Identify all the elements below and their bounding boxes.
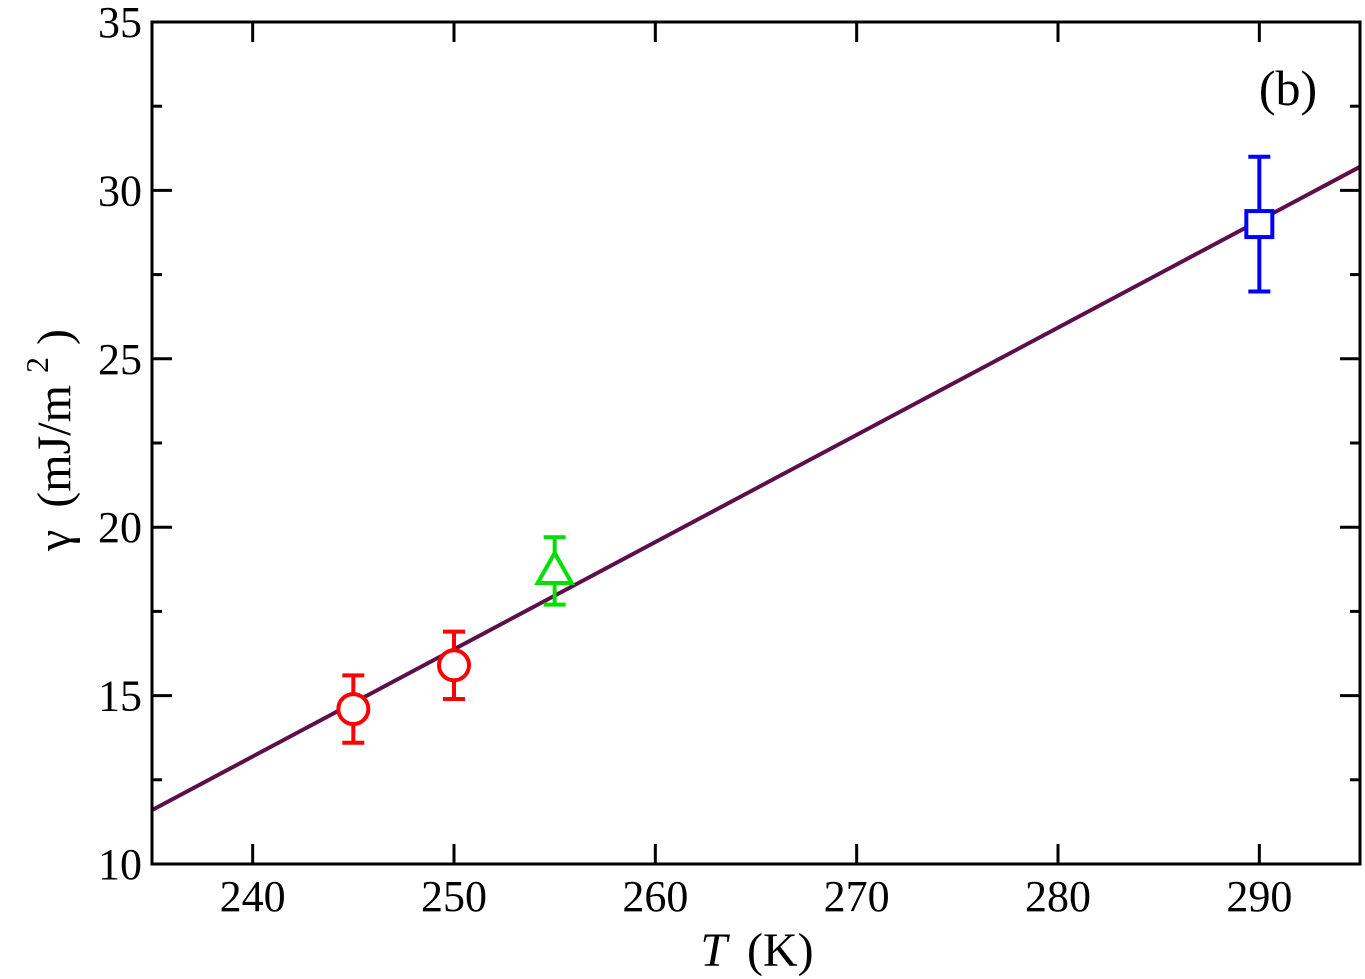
x-axis-title-symbol: T	[700, 924, 730, 977]
y-tick-label: 25	[98, 335, 142, 384]
y-tick-label: 35	[98, 0, 142, 47]
plot-area	[151, 154, 1361, 812]
y-axis-title-close: )	[28, 329, 81, 345]
plot-frame	[150, 20, 1362, 866]
y-tick-label: 20	[98, 503, 142, 552]
y-axis-title: γ (mJ/m 2 )	[6, 329, 81, 552]
x-tick-label: 270	[824, 872, 890, 921]
y-tick-label: 30	[98, 166, 142, 215]
tick-labels: 240 250 260 270 280 290 10 15 20 25 30 35	[98, 0, 1292, 921]
panel-label: (b)	[1259, 60, 1317, 116]
x-tick-label: 250	[421, 872, 487, 921]
y-tick-label: 10	[98, 840, 142, 889]
x-tick-label: 280	[1025, 872, 1091, 921]
x-tick-label: 240	[220, 872, 286, 921]
y-axis-title-symbol: γ	[28, 530, 81, 552]
data-point-triangle	[534, 548, 576, 585]
x-axis-title-unit: (K)	[747, 924, 814, 977]
data-point-circle	[437, 648, 471, 683]
data-point-circle	[336, 692, 371, 727]
y-axis-title-exponent: 2	[19, 357, 55, 373]
x-tick-label: 260	[622, 872, 688, 921]
axis-ticks	[152, 20, 1360, 866]
y-tick-label: 15	[98, 672, 142, 721]
x-axis-title: T (K)	[700, 924, 813, 977]
x-tick-label: 290	[1226, 872, 1292, 921]
fit-line	[151, 165, 1361, 812]
y-axis-title-unit: (mJ/m	[28, 385, 81, 508]
data-point-square	[1244, 209, 1275, 240]
